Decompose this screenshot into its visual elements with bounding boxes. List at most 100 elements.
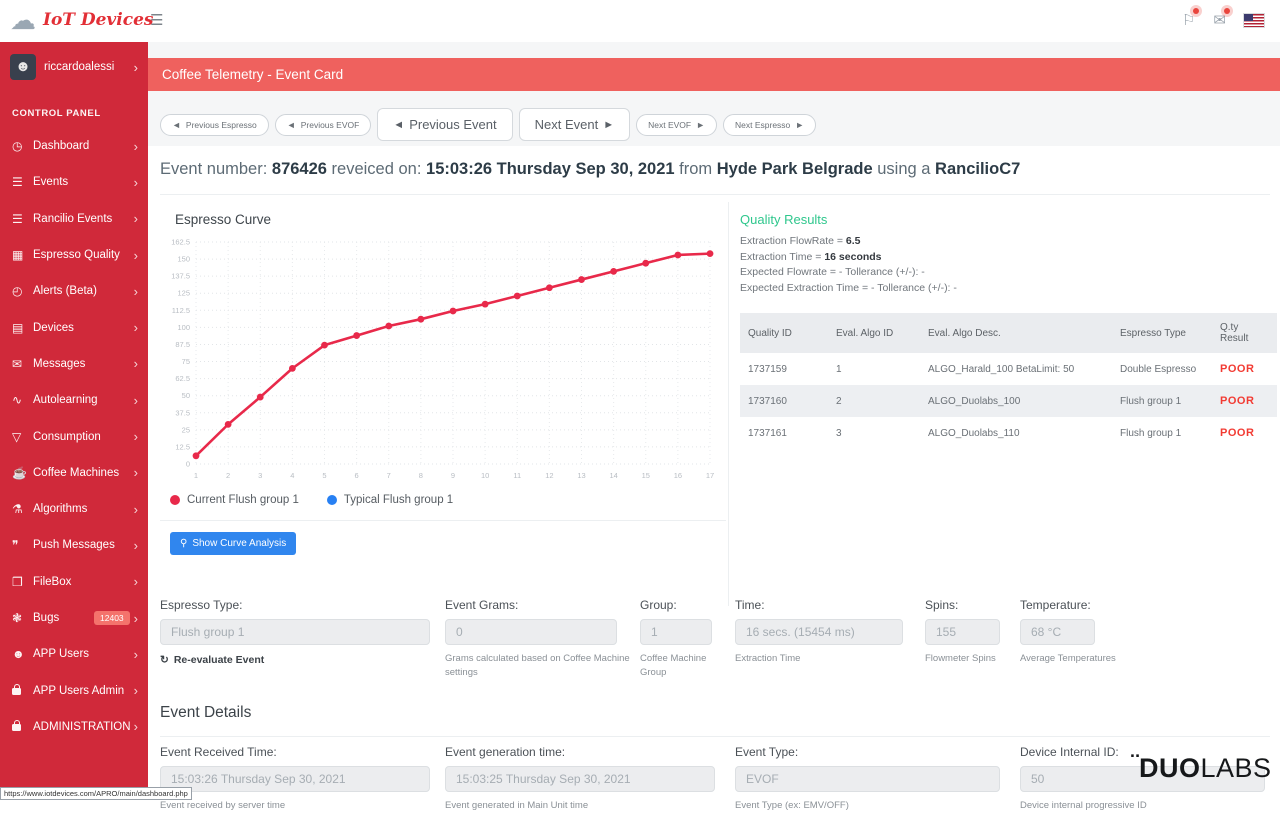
sidebar-item-consumption[interactable]: ▽Consumption› [0, 418, 148, 454]
brand-logo[interactable]: ☁ IoT Devices [10, 5, 154, 35]
current-flush-group-1-dot-icon [170, 495, 180, 505]
sidebar-item-administration[interactable]: ADMINISTRATION› [0, 709, 148, 745]
sidebar-item-label: Espresso Quality [33, 249, 130, 261]
language-us-flag-icon[interactable] [1244, 14, 1264, 27]
x-tick-label: 12 [545, 471, 553, 480]
sidebar-item-coffee-machines[interactable]: ☕Coffee Machines› [0, 455, 148, 491]
sidebar-item-label: Dashboard [33, 140, 130, 152]
quality-line: Expected Flowrate = - Tollerance (+/-): … [740, 265, 957, 281]
previous-espresso-button[interactable]: ◄Previous Espresso [160, 114, 269, 136]
chart-legend: Current Flush group 1 Typical Flush group… [170, 494, 453, 506]
event-generation-time-input[interactable] [445, 766, 715, 792]
re-evaluate-event-link[interactable]: ↻Re-evaluate Event [160, 654, 430, 666]
chevron-right-icon: › [134, 502, 138, 517]
messages-envelope-icon[interactable]: ✉ [1213, 11, 1226, 29]
event-type-input[interactable] [735, 766, 1000, 792]
spins-input[interactable] [925, 619, 1000, 645]
column-header: Quality ID [740, 313, 828, 353]
data-point [225, 421, 232, 428]
sidebar-item-espresso-quality[interactable]: ▦Espresso Quality › [0, 237, 148, 273]
alerts-beta-icon: ◴ [12, 284, 33, 298]
app-users-admin-icon [12, 683, 33, 698]
quality-line: Expected Extraction Time = - Tollerance … [740, 281, 957, 297]
column-header: Eval. Algo Desc. [920, 313, 1112, 353]
x-tick-label: 7 [387, 471, 391, 480]
quality-table-header-row: Quality IDEval. Algo IDEval. Algo Desc.E… [740, 313, 1277, 353]
sidebar-item-label: Rancilio Events [33, 213, 130, 225]
sidebar-item-events[interactable]: ☰Events› [0, 164, 148, 200]
chevron-right-icon: › [134, 60, 138, 75]
show-curve-analysis-button[interactable]: ⚲ Show Curve Analysis [170, 532, 296, 555]
data-point [674, 252, 681, 259]
notification-dot [1193, 8, 1199, 14]
sidebar-item-app-users-admin[interactable]: APP Users Admin› [0, 672, 148, 708]
field-label: Event Type: [735, 745, 1022, 759]
previous-evof-button[interactable]: ◄Previous EVOF [275, 114, 372, 136]
next-espresso-button[interactable]: Next Espresso► [723, 114, 816, 136]
next-event-button[interactable]: Next Event► [519, 108, 630, 141]
events-icon: ☰ [12, 175, 33, 189]
legend-current-flush-group-1[interactable]: Current Flush group 1 [170, 494, 299, 506]
legend-typical-flush-group-1[interactable]: Typical Flush group 1 [327, 494, 453, 506]
quality-line-label: Extraction FlowRate = [740, 235, 846, 247]
quality-table: Quality IDEval. Algo IDEval. Algo Desc.E… [740, 313, 1277, 449]
espresso-quality-icon: ▦ [12, 248, 33, 262]
data-point [482, 301, 489, 308]
event-received-time-input[interactable] [160, 766, 430, 792]
quality-table-body: 17371591ALGO_Harald_100 BetaLimit: 50Dou… [740, 353, 1277, 449]
temperature-input[interactable] [1020, 619, 1095, 645]
brand-name: IoT Devices [43, 10, 154, 30]
time-input[interactable] [735, 619, 903, 645]
x-tick-label: 16 [674, 471, 682, 480]
table-cell: 3 [828, 417, 920, 449]
sidebar-item-bugs[interactable]: ❃Bugs12403› [0, 600, 148, 636]
event-nav-buttons: ◄Previous Espresso ◄Previous EVOF◄Previou… [160, 108, 816, 141]
sidebar-item-filebox[interactable]: ❒FileBox› [0, 564, 148, 600]
panel-divider [728, 202, 729, 606]
magnifier-icon: ⚲ [180, 538, 187, 549]
sidebar-item-label: Devices [33, 322, 130, 334]
x-tick-label: 15 [642, 471, 650, 480]
column-header: Eval. Algo ID [828, 313, 920, 353]
field-help: Extraction Time [735, 652, 925, 666]
quality-line-label: Expected Extraction Time = - Tollerance … [740, 282, 957, 294]
topbar: ☁ IoT Devices ☰ ⚐ ✉ [0, 0, 1280, 42]
sidebar-item-push-messages[interactable]: ❞Push Messages› [0, 527, 148, 563]
sidebar-user[interactable]: ☻ riccardoalessi › [10, 54, 138, 80]
app-users-icon: ☻ [12, 647, 33, 661]
sidebar-item-messages[interactable]: ✉Messages› [0, 346, 148, 382]
field-label: Spins: [925, 598, 1022, 612]
chevron-right-icon: › [134, 248, 138, 263]
link-label: Re-evaluate Event [174, 654, 264, 666]
chevron-right-icon: › [134, 647, 138, 662]
temperature-field: Temperature:Average Temperatures [1020, 598, 1117, 666]
chart-canvas: 012.52537.55062.57587.5100112.5125137.51… [160, 234, 720, 486]
sidebar-item-dashboard[interactable]: ◷Dashboard› [0, 128, 148, 164]
next-evof-button[interactable]: Next EVOF► [636, 114, 717, 136]
event-received-time-field: Event Received Time:Event received by se… [160, 745, 452, 813]
chevron-right-icon: › [134, 320, 138, 335]
sidebar-item-algorithms[interactable]: ⚗Algorithms› [0, 491, 148, 527]
event-grams-input[interactable] [445, 619, 617, 645]
table-cell: 1737160 [740, 385, 828, 417]
quality-results-title: Quality Results [740, 212, 827, 227]
sidebar-item-devices[interactable]: ▤Devices› [0, 309, 148, 345]
sidebar-item-alerts-beta[interactable]: ◴Alerts (Beta)› [0, 273, 148, 309]
hamburger-icon[interactable]: ☰ [150, 11, 163, 29]
left-arrow-icon: ◄ [393, 119, 404, 131]
event-summary: Event number: 876426 reveiced on: 15:03:… [160, 160, 1020, 179]
x-tick-label: 11 [513, 471, 521, 480]
table-row: 17371602ALGO_Duolabs_100Flush group 1POO… [740, 385, 1277, 417]
sidebar-item-autolearning[interactable]: ∿Autolearning› [0, 382, 148, 418]
sidebar-item-label: FileBox [33, 576, 130, 588]
table-cell: Flush group 1 [1112, 385, 1212, 417]
previous-event-button[interactable]: ◄Previous Event [377, 108, 512, 141]
column-header: Q.ty Result [1212, 313, 1277, 353]
notifications-flag-icon[interactable]: ⚐ [1182, 11, 1195, 29]
app-users-admin-lock-icon [12, 688, 21, 695]
sidebar-item-rancilio-events[interactable]: ☰Rancilio Events› [0, 201, 148, 237]
espresso-type-input[interactable] [160, 619, 430, 645]
group-input[interactable] [640, 619, 712, 645]
bugs-icon: ❃ [12, 611, 33, 625]
sidebar-item-app-users[interactable]: ☻APP Users› [0, 636, 148, 672]
